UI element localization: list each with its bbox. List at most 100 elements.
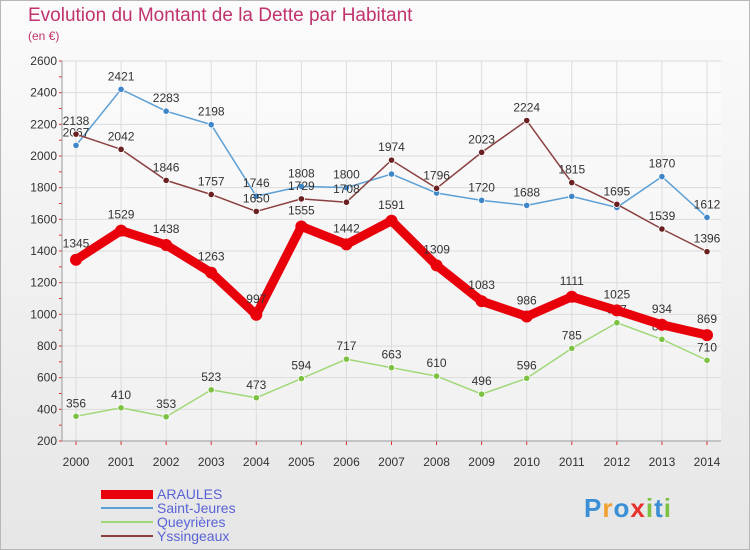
- data-label-yssingeaux: 1757: [198, 174, 225, 188]
- x-tick-label: 2014: [694, 455, 721, 469]
- data-point-saint-jeures: [387, 170, 396, 178]
- data-label-saint-jeures: 2421: [108, 69, 135, 83]
- data-label-araules: 1555: [288, 203, 315, 217]
- data-label-yssingeaux: 1974: [378, 140, 405, 154]
- data-label-araules: 1345: [63, 237, 90, 251]
- data-point-yssingeaux: [342, 198, 351, 206]
- data-point-queyri-res: [658, 335, 666, 343]
- data-point-saint-jeures: [523, 201, 531, 209]
- y-tick-label: 1000: [30, 307, 57, 321]
- data-label-saint-jeures: 2198: [198, 105, 225, 119]
- data-point-yssingeaux: [478, 148, 486, 156]
- data-label-saint-jeures: 1720: [468, 180, 495, 194]
- data-label-yssingeaux: 2042: [108, 129, 135, 143]
- data-point-queyri-res: [117, 404, 125, 412]
- legend-label: Yssingeaux: [157, 528, 230, 544]
- data-label-araules: 934: [652, 302, 672, 316]
- data-label-saint-jeures: 1612: [694, 197, 721, 211]
- data-point-queyri-res: [342, 355, 351, 363]
- legend-item: Yssingeaux: [101, 529, 236, 543]
- data-point-queyri-res: [432, 372, 441, 380]
- data-point-saint-jeures: [297, 182, 305, 190]
- data-label-yssingeaux: 1539: [649, 209, 676, 223]
- legend-item: Queyrières: [101, 515, 236, 529]
- x-tick-label: 2011: [559, 455, 585, 469]
- data-point-saint-jeures: [252, 192, 260, 200]
- logo-letter: x: [630, 493, 646, 523]
- data-point-saint-jeures: [658, 172, 666, 181]
- y-tick-label: 1200: [30, 276, 57, 290]
- y-tick-label: 1800: [30, 181, 57, 195]
- data-label-araules: 1529: [108, 208, 135, 222]
- data-point-yssingeaux: [117, 145, 125, 153]
- data-point-araules: [295, 220, 308, 233]
- legend-swatch: [101, 535, 153, 537]
- legend-label: Saint-Jeures: [157, 500, 236, 516]
- legend-swatch: [101, 521, 153, 523]
- x-tick-label: 2006: [333, 455, 360, 469]
- data-point-saint-jeures: [342, 184, 351, 192]
- data-label-saint-jeures: 1808: [288, 166, 315, 180]
- data-label-saint-jeures: 1870: [649, 157, 676, 171]
- data-point-yssingeaux: [252, 207, 260, 216]
- x-tick-label: 2008: [423, 455, 450, 469]
- y-tick-label: 800: [37, 339, 57, 353]
- data-label-queyri-res: 353: [156, 397, 176, 411]
- x-tick-label: 2007: [378, 455, 405, 469]
- legend: ARAULES Saint-Jeures Queyrières Yssingeaux: [101, 487, 236, 543]
- data-label-yssingeaux: 1708: [333, 182, 360, 196]
- data-point-araules: [655, 318, 668, 331]
- data-label-yssingeaux: 1695: [604, 184, 631, 198]
- data-label-araules: 1025: [604, 287, 631, 301]
- x-tick-label: 2001: [108, 455, 135, 469]
- y-tick-label: 200: [37, 434, 57, 448]
- data-label-queyri-res: 473: [246, 378, 266, 392]
- data-label-araules: 986: [517, 294, 537, 308]
- data-point-queyri-res: [478, 390, 486, 398]
- data-point-saint-jeures: [117, 85, 125, 93]
- data-point-araules: [610, 304, 623, 317]
- data-point-araules: [250, 308, 263, 321]
- proxiti-logo: Proxiti: [584, 493, 672, 524]
- data-label-araules: 1083: [468, 278, 495, 292]
- y-tick-label: 1400: [30, 244, 57, 258]
- logo-letter: t: [654, 493, 664, 523]
- logo-letter: o: [613, 493, 631, 523]
- data-point-araules: [565, 290, 578, 303]
- data-label-queyri-res: 496: [472, 374, 492, 388]
- legend-item: Saint-Jeures: [101, 501, 236, 515]
- data-point-queyri-res: [252, 394, 260, 402]
- data-point-araules: [430, 259, 443, 272]
- data-point-yssingeaux: [297, 195, 305, 203]
- y-tick-label: 2400: [30, 86, 57, 100]
- logo-letter: i: [645, 493, 655, 523]
- data-point-araules: [385, 214, 398, 227]
- data-label-araules: 869: [697, 312, 717, 326]
- data-label-queyri-res: 785: [562, 328, 582, 342]
- data-label-queyri-res: 610: [427, 356, 447, 370]
- legend-label: ARAULES: [157, 486, 223, 502]
- data-point-yssingeaux: [207, 190, 215, 199]
- data-point-araules: [475, 295, 488, 308]
- x-tick-label: 2002: [153, 455, 180, 469]
- data-label-saint-jeures: 1800: [333, 168, 360, 182]
- data-label-queyri-res: 356: [66, 396, 86, 410]
- data-label-yssingeaux: 2023: [468, 132, 495, 146]
- data-point-yssingeaux: [162, 176, 170, 184]
- data-point-yssingeaux: [523, 116, 531, 125]
- data-label-araules: 1309: [423, 242, 450, 256]
- data-point-araules: [205, 266, 218, 279]
- chart-title: Evolution du Montant de la Dette par Hab…: [28, 5, 413, 26]
- data-point-yssingeaux: [613, 200, 621, 208]
- data-label-yssingeaux: 1396: [694, 232, 721, 246]
- data-point-yssingeaux: [387, 156, 396, 164]
- data-label-queyri-res: 717: [336, 339, 356, 353]
- data-label-yssingeaux: 2224: [513, 101, 540, 115]
- data-point-yssingeaux: [658, 225, 666, 233]
- data-label-yssingeaux: 1650: [243, 191, 270, 205]
- data-point-saint-jeures: [162, 107, 170, 115]
- x-tick-label: 2000: [63, 455, 90, 469]
- legend-item: ARAULES: [101, 487, 236, 501]
- data-label-yssingeaux: 2138: [63, 114, 90, 128]
- data-label-queyri-res: 410: [111, 388, 131, 402]
